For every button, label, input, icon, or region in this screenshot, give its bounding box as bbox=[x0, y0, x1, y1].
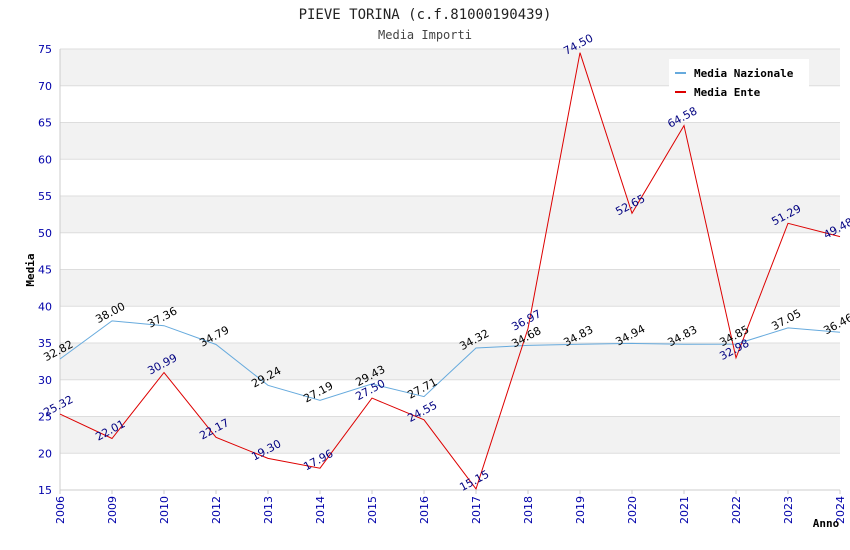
y-tick-label: 50 bbox=[38, 227, 52, 240]
y-tick-label: 35 bbox=[38, 337, 52, 350]
x-tick-label: 2013 bbox=[262, 496, 275, 524]
grid-band bbox=[60, 379, 840, 417]
x-axis-ticks: 2006 2009 2010 2012 2013 2014 2015 2016 2017 2018… bbox=[54, 490, 847, 524]
y-axis-ticks: 15 20 25 30 35 40 45 50 55 60 65 70 75 bbox=[38, 43, 52, 497]
x-tick-label: 2017 bbox=[470, 496, 483, 524]
grid-band bbox=[60, 232, 840, 270]
legend-entry: Media Ente bbox=[694, 86, 761, 99]
grid-band bbox=[60, 196, 840, 233]
y-tick-label: 20 bbox=[38, 447, 52, 460]
x-tick-label: 2018 bbox=[522, 496, 535, 524]
legend-entry: Media Nazionale bbox=[694, 67, 794, 80]
grid-band bbox=[60, 416, 840, 454]
x-tick-label: 2021 bbox=[678, 496, 691, 524]
legend-box bbox=[669, 59, 809, 99]
x-tick-label: 2022 bbox=[730, 496, 743, 524]
y-tick-label: 25 bbox=[38, 411, 52, 424]
chart-subtitle: Media Importi bbox=[378, 28, 472, 42]
x-tick-label: 2024 bbox=[834, 496, 847, 524]
series-line-media-ente bbox=[59, 52, 841, 490]
grid-bands bbox=[60, 49, 840, 490]
grid-band bbox=[60, 122, 840, 160]
series-line-media-nazionale bbox=[59, 320, 841, 401]
x-tick-label: 2009 bbox=[106, 496, 119, 524]
x-axis-label: Anno bbox=[813, 517, 840, 530]
grid-band bbox=[60, 453, 840, 490]
x-tick-label: 2023 bbox=[782, 496, 795, 524]
y-tick-label: 75 bbox=[38, 43, 52, 56]
y-axis-label: Media bbox=[24, 253, 37, 286]
legend: Media Nazionale Media Ente bbox=[669, 59, 809, 99]
x-tick-label: 2006 bbox=[54, 496, 67, 524]
y-tick-label: 30 bbox=[38, 374, 52, 387]
series-lines bbox=[59, 52, 841, 490]
x-tick-label: 2014 bbox=[314, 496, 327, 524]
chart-title: PIEVE TORINA (c.f.81000190439) bbox=[299, 7, 552, 23]
y-tick-label: 45 bbox=[38, 264, 52, 277]
x-tick-label: 2010 bbox=[158, 496, 171, 524]
grid-band bbox=[60, 269, 840, 307]
x-tick-label: 2019 bbox=[574, 496, 587, 524]
y-tick-label: 60 bbox=[38, 153, 52, 166]
y-tick-label: 55 bbox=[38, 190, 52, 203]
x-tick-label: 2012 bbox=[210, 496, 223, 524]
x-tick-label: 2015 bbox=[366, 496, 379, 524]
y-tick-label: 70 bbox=[38, 80, 52, 93]
grid-band bbox=[60, 159, 840, 196]
y-tick-label: 15 bbox=[38, 484, 52, 497]
y-tick-label: 40 bbox=[38, 300, 52, 313]
x-tick-label: 2016 bbox=[418, 496, 431, 524]
x-tick-label: 2020 bbox=[626, 496, 639, 524]
grid-band bbox=[60, 306, 840, 343]
axes bbox=[59, 49, 840, 491]
y-tick-label: 65 bbox=[38, 117, 52, 130]
grid-band bbox=[60, 343, 840, 380]
